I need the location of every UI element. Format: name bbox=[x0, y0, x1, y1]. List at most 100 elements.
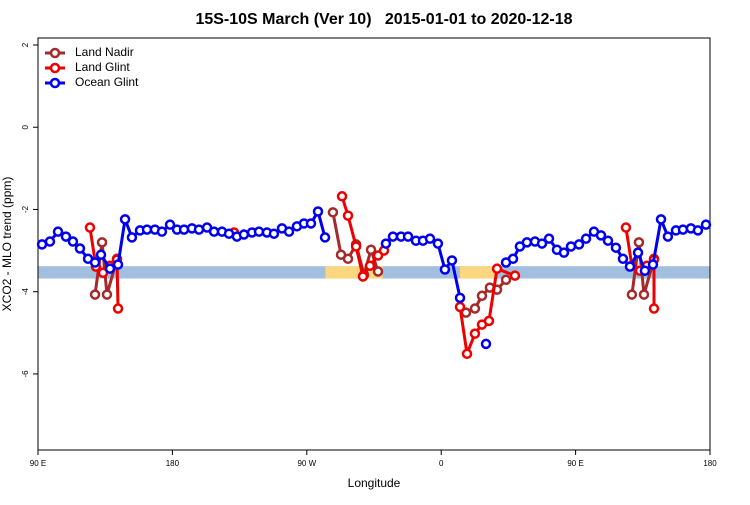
data-point bbox=[454, 301, 466, 313]
land-band bbox=[460, 266, 498, 279]
data-point bbox=[74, 243, 86, 254]
data-point bbox=[700, 219, 712, 230]
data-point bbox=[677, 224, 689, 235]
x-axis-label: Longitude bbox=[348, 476, 401, 490]
data-point bbox=[595, 230, 607, 241]
y-tick-label: -6 bbox=[21, 370, 30, 378]
data-point bbox=[238, 229, 250, 240]
data-point bbox=[119, 214, 131, 225]
legend-label: Land Nadir bbox=[75, 45, 134, 59]
data-point bbox=[461, 348, 473, 360]
data-point bbox=[342, 210, 354, 221]
data-point bbox=[638, 289, 650, 300]
data-point bbox=[454, 292, 466, 304]
data-point bbox=[350, 241, 362, 252]
data-point bbox=[432, 238, 444, 249]
data-point bbox=[536, 238, 548, 249]
data-point bbox=[44, 236, 56, 247]
data-point bbox=[558, 247, 570, 258]
legend-marker bbox=[49, 62, 61, 74]
x-tick-label: 90 E bbox=[567, 459, 583, 468]
x-tick-label: 90 E bbox=[30, 459, 46, 468]
data-point bbox=[647, 259, 659, 270]
data-point bbox=[692, 225, 704, 236]
data-point bbox=[319, 232, 331, 243]
data-point bbox=[633, 237, 645, 248]
data-point bbox=[364, 260, 376, 272]
data-point bbox=[336, 191, 348, 202]
data-point bbox=[312, 206, 324, 217]
data-point bbox=[469, 303, 481, 314]
x-tick-label: 90 W bbox=[297, 459, 316, 468]
data-point bbox=[402, 231, 414, 242]
data-point bbox=[89, 257, 101, 268]
data-point bbox=[507, 253, 519, 265]
data-point bbox=[95, 249, 107, 260]
data-point bbox=[380, 238, 392, 249]
data-point bbox=[178, 224, 190, 235]
data-point bbox=[469, 328, 481, 339]
legend-label: Ocean Glint bbox=[75, 75, 139, 89]
legend-marker bbox=[49, 47, 61, 59]
data-point bbox=[446, 255, 458, 266]
y-tick-label: -2 bbox=[21, 205, 30, 213]
data-point bbox=[662, 231, 674, 242]
data-point bbox=[327, 207, 339, 218]
data-point bbox=[283, 226, 295, 237]
data-point bbox=[620, 222, 632, 233]
data-point bbox=[617, 253, 629, 265]
data-point bbox=[543, 233, 555, 244]
data-point bbox=[509, 270, 521, 281]
data-point bbox=[268, 228, 280, 239]
data-point bbox=[639, 265, 651, 276]
data-point bbox=[602, 235, 614, 246]
data-point bbox=[610, 242, 622, 253]
data-point bbox=[101, 289, 113, 300]
y-tick-label: 2 bbox=[21, 42, 30, 47]
x-tick-label: 0 bbox=[439, 459, 444, 468]
data-point bbox=[521, 237, 533, 248]
legend-marker bbox=[49, 77, 61, 89]
data-point bbox=[476, 290, 488, 302]
data-point bbox=[491, 263, 503, 274]
data-point bbox=[52, 226, 64, 237]
data-point bbox=[112, 303, 124, 314]
data-point bbox=[565, 241, 577, 252]
data-point bbox=[648, 303, 660, 314]
data-point bbox=[89, 289, 101, 300]
data-point bbox=[439, 264, 451, 275]
data-point bbox=[424, 233, 436, 244]
data-point bbox=[357, 271, 369, 282]
data-point bbox=[60, 231, 72, 242]
data-point bbox=[67, 236, 79, 247]
data-point bbox=[84, 222, 96, 233]
x-tick-label: 180 bbox=[166, 459, 180, 468]
data-point bbox=[126, 232, 138, 243]
data-point bbox=[500, 274, 512, 286]
data-point bbox=[580, 233, 592, 244]
y-tick-label: 0 bbox=[21, 124, 30, 129]
data-point bbox=[632, 247, 644, 258]
data-point bbox=[112, 259, 124, 270]
data-point bbox=[305, 218, 317, 229]
data-point bbox=[573, 239, 585, 250]
data-point bbox=[626, 289, 638, 300]
data-point bbox=[104, 263, 116, 274]
data-point bbox=[483, 315, 495, 327]
y-axis-label: XCO2 - MLO trend (ppm) bbox=[0, 177, 14, 312]
data-point bbox=[365, 244, 377, 256]
data-point bbox=[624, 261, 636, 272]
data-point bbox=[655, 214, 667, 225]
data-point bbox=[96, 237, 108, 248]
y-tick-label: -4 bbox=[21, 288, 30, 296]
data-point bbox=[372, 266, 384, 277]
data-point bbox=[156, 226, 168, 237]
x-tick-label: 180 bbox=[703, 459, 717, 468]
data-point bbox=[480, 338, 492, 350]
chart-title: 15S-10S March (Ver 10) 2015-01-01 to 202… bbox=[195, 11, 572, 28]
data-point bbox=[387, 231, 399, 242]
data-point bbox=[342, 253, 354, 265]
data-point bbox=[164, 219, 176, 230]
data-point bbox=[193, 224, 205, 235]
